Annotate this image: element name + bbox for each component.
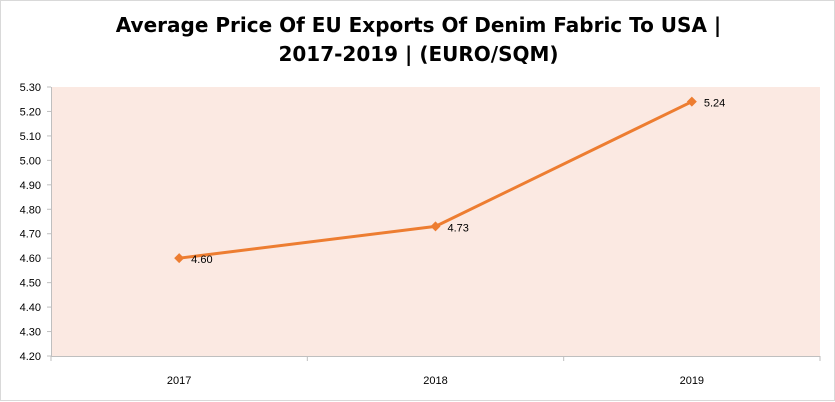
- data-label: 4.73: [448, 222, 469, 234]
- y-tick-label: 4.30: [20, 327, 41, 339]
- data-label: 4.60: [191, 254, 212, 266]
- chart-title-line-2: 2017-2019 | (EURO/SQM): [278, 42, 559, 66]
- y-tick-label: 4.90: [20, 180, 41, 192]
- y-tick-label: 5.00: [20, 155, 41, 167]
- x-tick-label: 2018: [423, 375, 447, 387]
- y-tick-label: 5.30: [20, 82, 41, 94]
- data-point-marker: [174, 253, 185, 264]
- chart-title-line-1: Average Price Of EU Exports Of Denim Fab…: [115, 13, 722, 37]
- y-tick-label: 4.50: [20, 278, 41, 290]
- data-point-marker: [430, 221, 441, 232]
- data-point-marker: [686, 96, 697, 107]
- y-tick-label: 4.20: [20, 351, 41, 363]
- y-tick-label: 4.70: [20, 229, 41, 241]
- y-tick-label: 4.60: [20, 253, 41, 265]
- y-tick-label: 4.40: [20, 302, 41, 314]
- y-tick-label: 5.10: [20, 131, 41, 143]
- y-tick-label: 5.20: [20, 106, 41, 118]
- y-tick-label: 4.80: [20, 204, 41, 216]
- x-tick-label: 2019: [680, 375, 704, 387]
- x-tick-label: 2017: [167, 375, 191, 387]
- chart-title: Average Price Of EU Exports Of Denim Fab…: [1, 11, 835, 69]
- data-label: 5.24: [704, 98, 725, 110]
